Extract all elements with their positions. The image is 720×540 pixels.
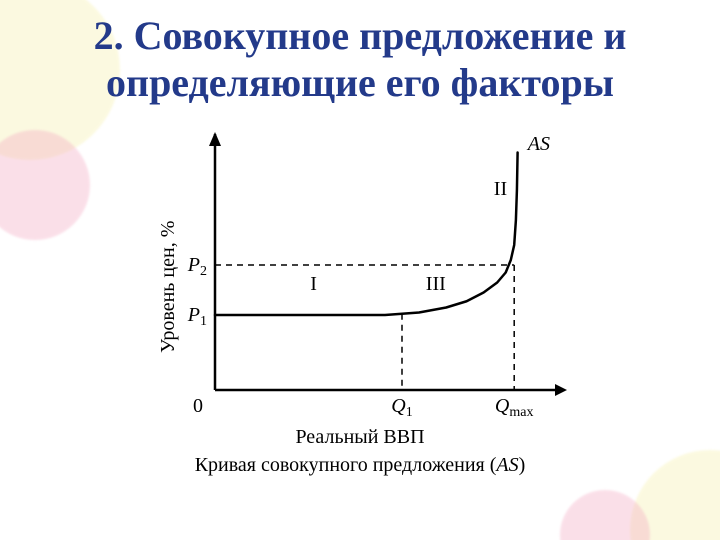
title-line2: определяющие его факторы (106, 60, 614, 105)
caption-text: Кривая совокупного предложения ( (195, 454, 497, 476)
as-curve-chart: ASIIIIIIP1P20Q1Qmax (185, 130, 585, 420)
chart-area: ASIIIIIIP1P20Q1Qmax (185, 130, 585, 420)
svg-text:III: III (426, 273, 446, 295)
x-axis-label: Реальный ВВП (0, 426, 720, 449)
svg-text:P1: P1 (187, 304, 207, 329)
svg-text:P2: P2 (187, 254, 207, 279)
chart-caption: Кривая совокупного предложения (AS) (0, 454, 720, 477)
caption-close: ) (519, 454, 526, 476)
page-title: 2. Совокупное предложение и определяющие… (0, 12, 720, 106)
svg-text:Qmax: Qmax (495, 395, 534, 420)
svg-text:II: II (494, 178, 507, 200)
svg-text:0: 0 (193, 395, 203, 417)
slide-root: 2. Совокупное предложение и определяющие… (0, 0, 720, 540)
svg-text:AS: AS (526, 133, 550, 155)
svg-text:I: I (310, 273, 317, 295)
x-axis-label-text: Реальный ВВП (295, 426, 424, 448)
title-line1: 2. Совокупное предложение и (94, 13, 627, 58)
caption-as: AS (496, 454, 518, 476)
svg-text:Q1: Q1 (391, 395, 412, 420)
y-axis-label: Уровень цен, % (157, 220, 180, 352)
